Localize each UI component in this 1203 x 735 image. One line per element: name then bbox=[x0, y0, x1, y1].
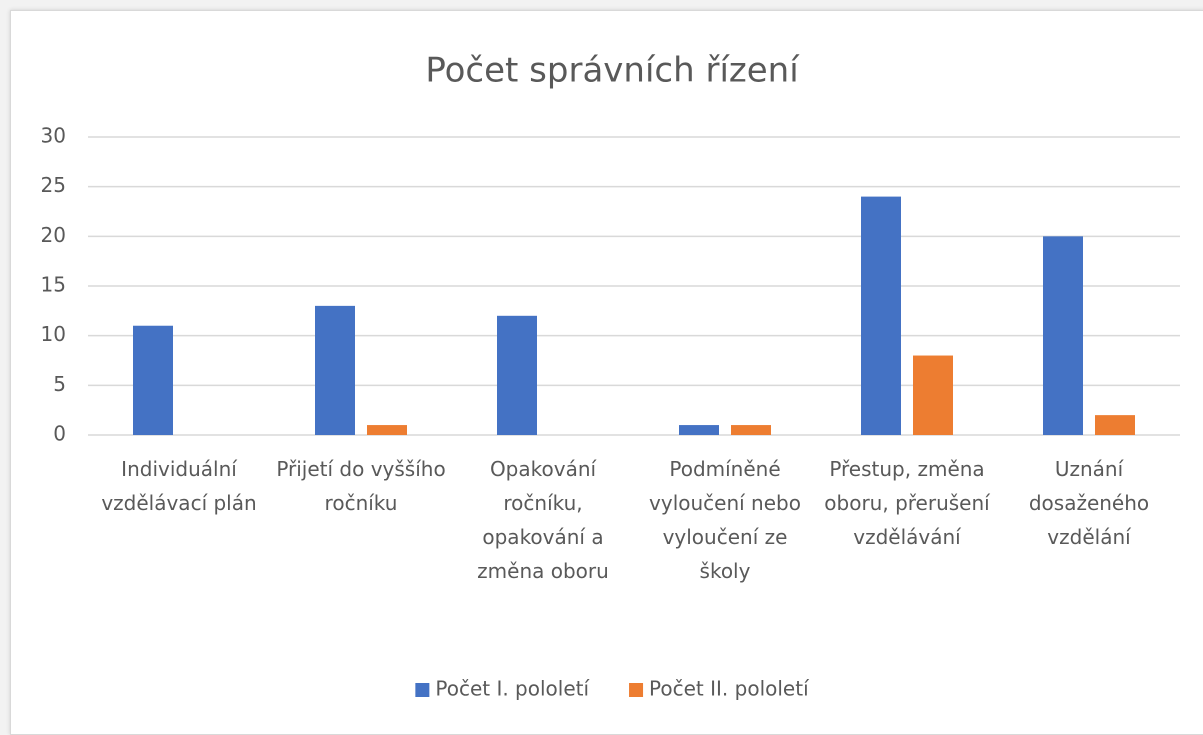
y-tick-label: 5 bbox=[53, 372, 66, 396]
legend-label: Počet II. pololetí bbox=[649, 677, 810, 701]
bar bbox=[367, 425, 407, 435]
chart-title: Počet správních řízení bbox=[425, 51, 800, 91]
y-tick-label: 15 bbox=[41, 273, 66, 297]
x-tick-label: Uznání dosaženého vzdělání bbox=[1028, 457, 1150, 549]
bar bbox=[133, 325, 173, 435]
y-tick-label: 20 bbox=[41, 223, 66, 247]
x-tick-label: Opakování ročníku, opakování a změna obo… bbox=[477, 457, 609, 583]
y-tick-label: 25 bbox=[41, 173, 66, 197]
x-tick-label: Přijetí do vyššího ročníku bbox=[276, 457, 446, 515]
y-tick-label: 30 bbox=[41, 124, 66, 148]
bar bbox=[679, 425, 719, 435]
bar bbox=[1043, 236, 1083, 435]
bar bbox=[497, 315, 537, 435]
y-tick-label: 10 bbox=[41, 322, 66, 346]
bar bbox=[731, 425, 771, 435]
legend-label: Počet I. pololetí bbox=[435, 677, 590, 701]
x-tick-label: Individuální vzdělávací plán bbox=[101, 457, 257, 515]
x-tick-label: Podmíněné vyloučení nebo vyloučení ze šk… bbox=[649, 457, 801, 583]
chart-frame bbox=[10, 10, 1203, 735]
legend-swatch bbox=[415, 683, 430, 697]
x-tick-label: Přestup, změna oboru, přerušení vzdělává… bbox=[824, 457, 990, 549]
y-tick-label: 0 bbox=[53, 422, 66, 446]
bar bbox=[861, 196, 901, 435]
bar bbox=[913, 355, 953, 435]
legend-swatch bbox=[629, 683, 644, 697]
bar bbox=[1095, 415, 1135, 435]
bar bbox=[315, 305, 355, 435]
